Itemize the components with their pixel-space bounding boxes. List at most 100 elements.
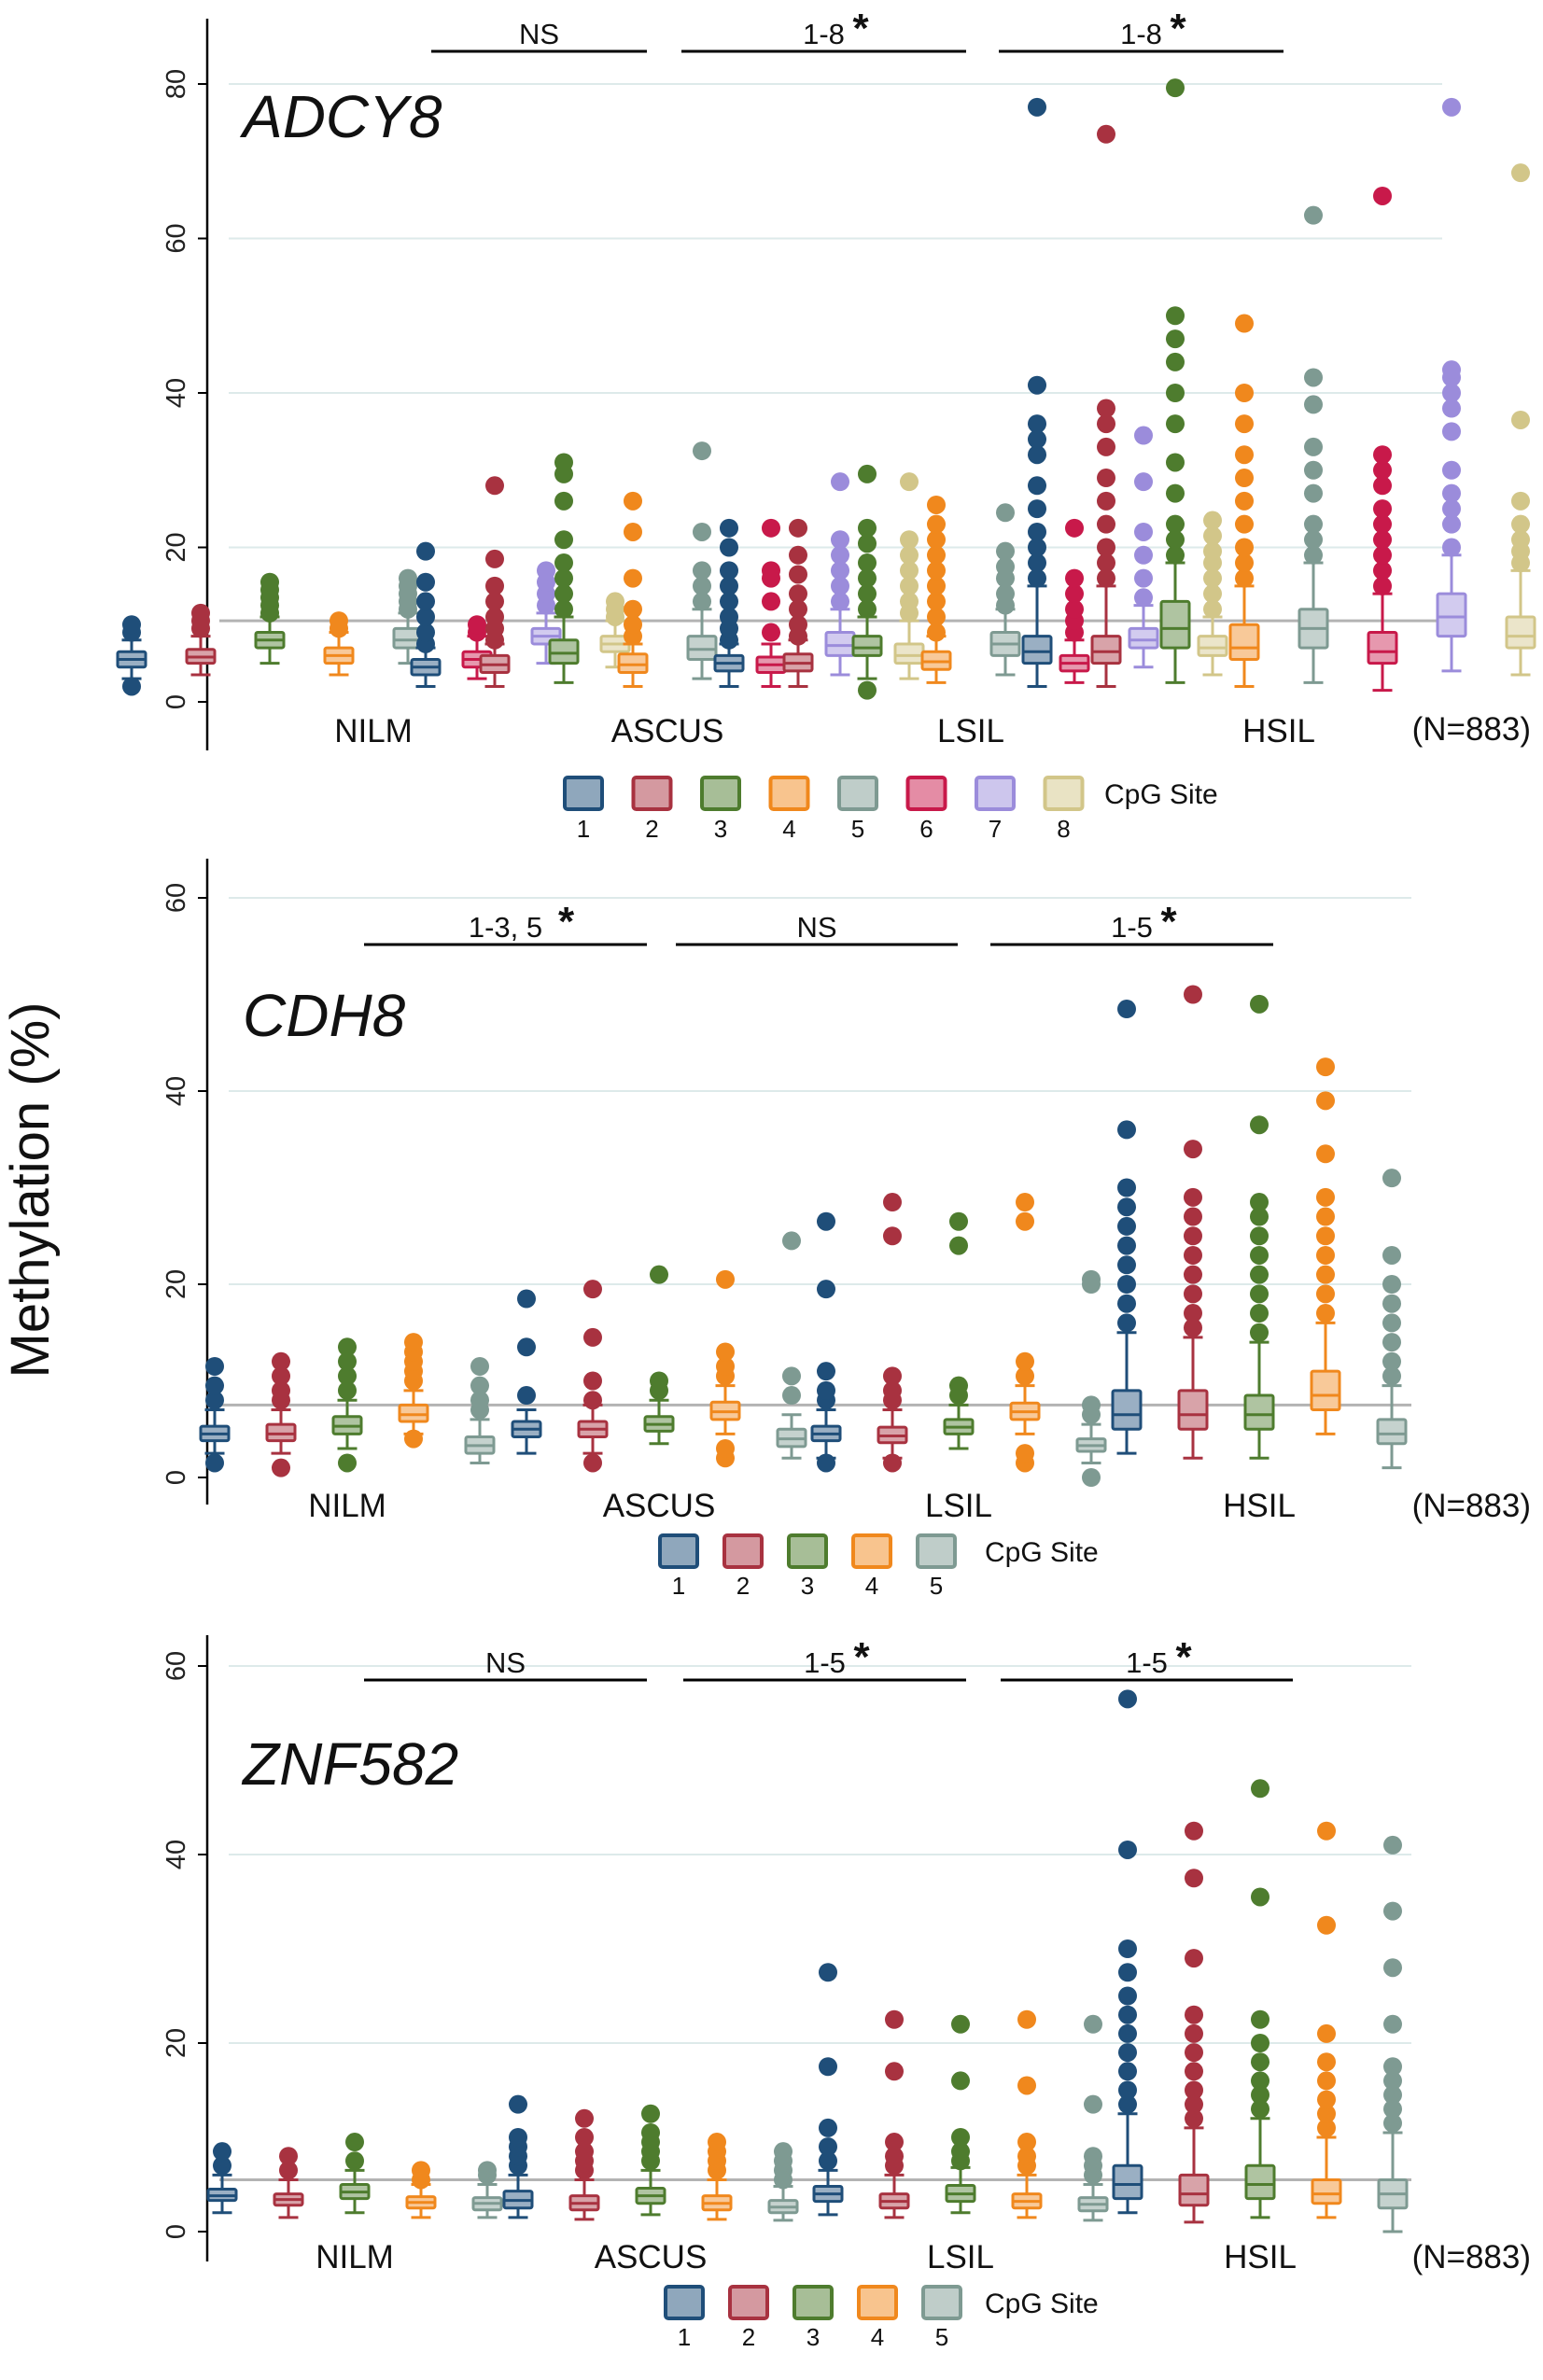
box-nilm-site4 xyxy=(398,1333,429,1449)
outlier-point xyxy=(1134,588,1153,608)
outlier-point xyxy=(1028,553,1046,573)
outlier-point xyxy=(272,1366,290,1386)
outlier-point xyxy=(1383,2014,1402,2034)
outlier-point xyxy=(554,553,573,573)
panel-title: CDH8 xyxy=(243,982,406,1049)
outlier-point xyxy=(1442,514,1461,534)
outlier-point xyxy=(716,1269,735,1289)
outlier-point xyxy=(509,2128,527,2147)
outlier-point xyxy=(693,576,711,595)
outlier-point xyxy=(583,1280,602,1299)
outlier-point xyxy=(1317,2104,1336,2123)
category-label-lsil: LSIL xyxy=(927,2239,994,2275)
box-hsil-site1 xyxy=(1021,97,1053,688)
outlier-point xyxy=(789,565,807,584)
outlier-point xyxy=(1373,561,1392,581)
outlier-point xyxy=(1203,511,1222,530)
outlier-point xyxy=(1511,163,1530,183)
outlier-point xyxy=(1235,414,1254,434)
box-ascus-site4 xyxy=(701,2133,733,2221)
outlier-point xyxy=(762,592,780,611)
outlier-point xyxy=(1382,1366,1401,1386)
outlier-point xyxy=(485,549,504,568)
outlier-point xyxy=(1028,499,1046,519)
outlier-point xyxy=(1118,1963,1137,1982)
legend-number: 5 xyxy=(935,2323,948,2351)
y-tick-label: 20 xyxy=(161,1269,191,1299)
outlier-point xyxy=(1118,1840,1137,1859)
legend-number: 3 xyxy=(801,1572,814,1600)
outlier-point xyxy=(1250,1226,1269,1246)
outlier-point xyxy=(1442,538,1461,557)
outlier-point xyxy=(1184,1284,1202,1304)
box-hsil-site5 xyxy=(1298,205,1329,684)
box-hsil-site3 xyxy=(1159,78,1191,684)
outlier-point xyxy=(831,472,849,492)
outlier-point xyxy=(1118,1689,1137,1709)
outlier-point xyxy=(1442,384,1461,402)
box-ascus-site7 xyxy=(824,472,856,677)
outlier-point xyxy=(1251,2085,1269,2105)
legend-number: 4 xyxy=(865,1572,878,1600)
panel-adcy8: 0 20 40 60 80 NILM ASCUS LSIL HSIL (N=883) ADCY8 NS… xyxy=(116,6,1536,843)
outlier-point xyxy=(858,518,877,538)
outlier-point xyxy=(817,1362,835,1381)
category-label-hsil: HSIL xyxy=(1242,713,1315,749)
outlier-point xyxy=(1316,1091,1335,1111)
outlier-point xyxy=(1383,2071,1402,2091)
box-nilm-site2 xyxy=(185,603,217,677)
box-iqr xyxy=(548,638,580,665)
outlier-point xyxy=(583,1327,602,1347)
outlier-point xyxy=(1166,530,1185,550)
outlier-point xyxy=(416,623,435,642)
legend-number: 1 xyxy=(577,815,590,843)
outlier-point xyxy=(1065,568,1084,588)
legend-swatch-site5 xyxy=(916,1533,957,1569)
outlier-point xyxy=(1235,553,1254,573)
outlier-point xyxy=(817,1211,835,1231)
outlier-point xyxy=(720,561,738,581)
outlier-point xyxy=(1097,514,1115,534)
box-ascus-site2 xyxy=(568,2108,600,2221)
box-iqr xyxy=(1128,626,1159,650)
outlier-point xyxy=(1382,1313,1401,1333)
outlier-point xyxy=(819,2118,837,2137)
outlier-point xyxy=(885,2147,904,2166)
outlier-point xyxy=(1316,1265,1335,1284)
outlier-point xyxy=(122,615,141,635)
box-iqr xyxy=(1111,1389,1143,1431)
box-lsil-site4 xyxy=(920,495,952,684)
outlier-point xyxy=(470,1376,489,1395)
outlier-point xyxy=(1097,399,1115,418)
box-lsil-site4 xyxy=(1009,1193,1041,1473)
outlier-point xyxy=(272,1458,290,1477)
box-lsil-site1 xyxy=(812,1963,844,2217)
panel-title: ADCY8 xyxy=(239,83,442,150)
outlier-point xyxy=(927,495,946,514)
box-iqr xyxy=(1090,635,1122,665)
box-nilm-site5 xyxy=(471,2161,503,2219)
box-ascus-site5 xyxy=(767,2142,799,2222)
box-ascus-site4 xyxy=(617,491,649,688)
outlier-point xyxy=(1185,2108,1203,2128)
outlier-point xyxy=(1203,584,1222,604)
legend-swatch-site2 xyxy=(728,2285,769,2320)
outlier-point xyxy=(883,1193,902,1212)
outlier-point xyxy=(883,1453,902,1473)
outlier-point xyxy=(720,538,738,557)
outlier-point xyxy=(1016,1444,1034,1463)
box-iqr xyxy=(851,635,883,657)
outlier-point xyxy=(883,1366,902,1386)
comparison-label: 1-5 xyxy=(804,1646,846,1679)
outlier-point xyxy=(1203,541,1222,561)
outlier-point xyxy=(1184,1245,1202,1265)
box-iqr xyxy=(398,1403,429,1423)
outlier-point xyxy=(1185,2005,1203,2024)
box-ascus-site5 xyxy=(776,1231,807,1460)
outlier-point xyxy=(1134,522,1153,541)
box-ascus-site1 xyxy=(502,2094,534,2219)
outlier-point xyxy=(1117,1197,1136,1217)
comparison-label: 1-5 xyxy=(1126,1646,1168,1679)
legend-number: 1 xyxy=(678,2323,691,2351)
outlier-point xyxy=(1028,375,1046,395)
